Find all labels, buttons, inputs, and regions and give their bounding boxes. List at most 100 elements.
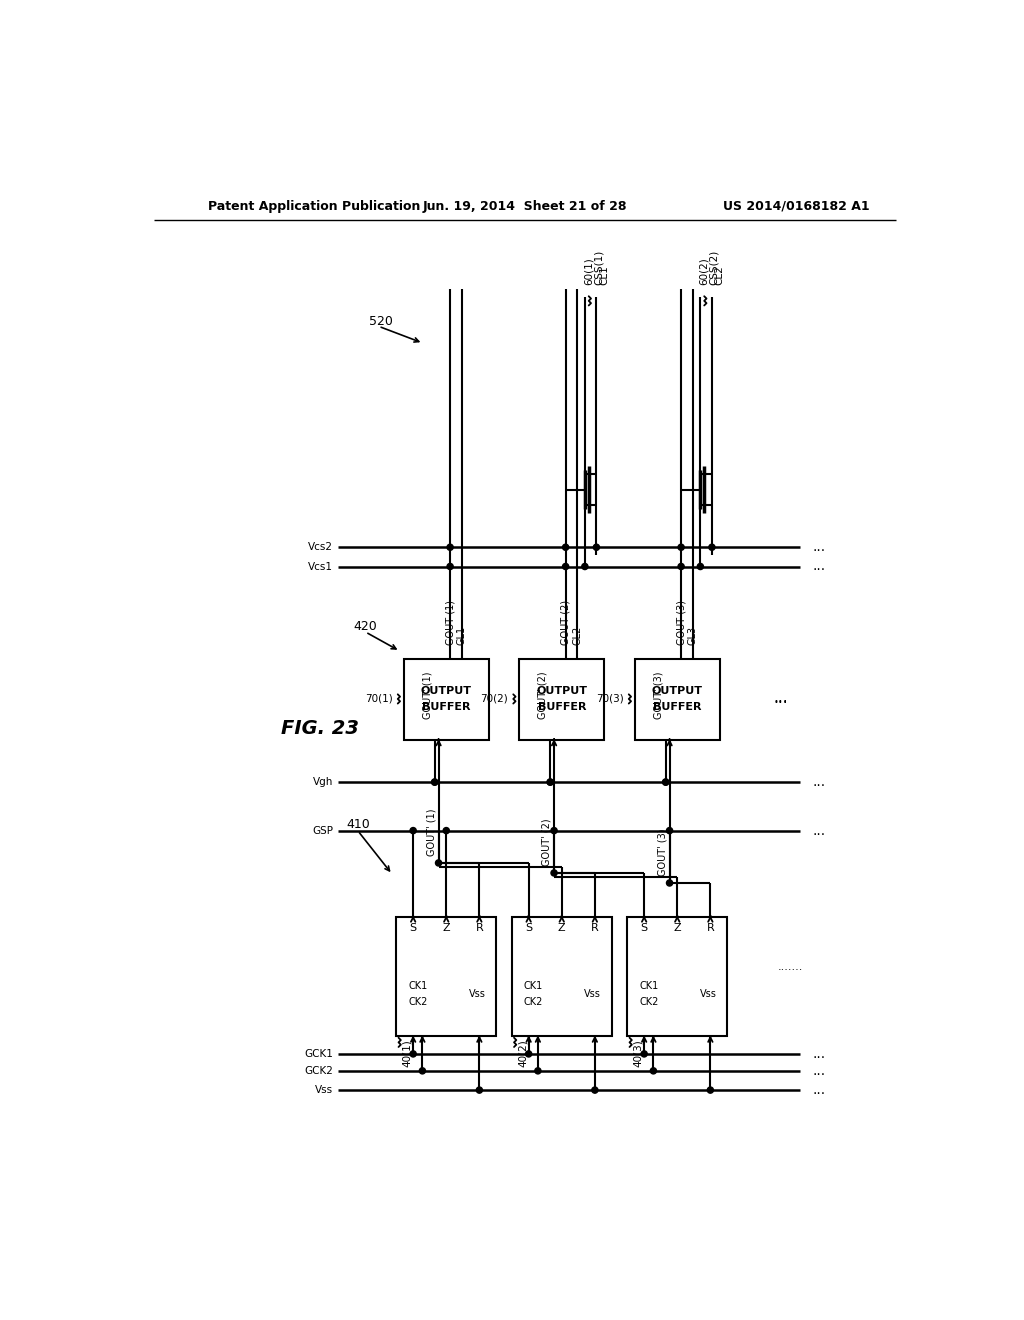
Text: S: S: [641, 923, 648, 933]
Circle shape: [447, 544, 454, 550]
Text: Vcs1: Vcs1: [308, 561, 333, 572]
Text: BUFFER: BUFFER: [653, 702, 701, 711]
Text: GOUT' (1): GOUT' (1): [423, 672, 432, 719]
Circle shape: [650, 1068, 656, 1074]
Text: R: R: [475, 923, 483, 933]
Text: ...: ...: [812, 1047, 825, 1061]
Text: GL1: GL1: [457, 626, 467, 645]
Text: CK2: CK2: [639, 997, 658, 1007]
Text: Vcs2: Vcs2: [308, 543, 333, 552]
Text: ...: ...: [812, 824, 825, 838]
Bar: [512, 917, 611, 1036]
Bar: [628, 917, 727, 1036]
Text: CSS(2): CSS(2): [710, 251, 719, 285]
Circle shape: [525, 1051, 531, 1057]
Circle shape: [582, 564, 588, 570]
Circle shape: [562, 564, 568, 570]
Text: OUTPUT: OUTPUT: [651, 686, 702, 696]
Text: Z: Z: [558, 923, 565, 933]
Bar: [635, 659, 720, 739]
Circle shape: [709, 544, 715, 550]
Text: .......: .......: [777, 962, 803, 972]
Text: BUFFER: BUFFER: [422, 702, 470, 711]
Text: Vss: Vss: [315, 1085, 333, 1096]
Text: 70(2): 70(2): [480, 694, 508, 704]
Text: OUTPUT: OUTPUT: [421, 686, 472, 696]
Text: Z: Z: [442, 923, 451, 933]
Circle shape: [547, 779, 553, 785]
Text: CK1: CK1: [523, 981, 543, 991]
Circle shape: [667, 828, 673, 834]
Text: ...: ...: [773, 690, 788, 705]
Text: ...: ...: [812, 775, 825, 789]
Text: CK2: CK2: [409, 997, 427, 1007]
Text: FIG. 23: FIG. 23: [281, 718, 358, 738]
Text: GSP: GSP: [312, 825, 333, 836]
Bar: [403, 659, 488, 739]
Text: OUTPUT: OUTPUT: [537, 686, 587, 696]
Text: ...: ...: [812, 560, 825, 573]
Text: 410: 410: [346, 818, 370, 832]
Circle shape: [551, 870, 557, 876]
Text: GOUT (1): GOUT (1): [445, 601, 455, 645]
Circle shape: [447, 564, 454, 570]
Text: CL1: CL1: [599, 265, 609, 285]
Text: Vgh: Vgh: [312, 777, 333, 787]
Text: CK1: CK1: [639, 981, 658, 991]
Text: 40(2): 40(2): [518, 1039, 527, 1067]
Text: GOUT' (1): GOUT' (1): [426, 808, 436, 855]
Text: 70(3): 70(3): [596, 694, 624, 704]
Text: R: R: [591, 923, 599, 933]
Text: CL2: CL2: [715, 265, 725, 285]
Circle shape: [547, 779, 553, 785]
Circle shape: [419, 1068, 425, 1074]
Circle shape: [476, 1088, 482, 1093]
Bar: [396, 917, 497, 1036]
Circle shape: [432, 779, 438, 785]
Circle shape: [678, 544, 684, 550]
Circle shape: [592, 1088, 598, 1093]
Text: Vss: Vss: [469, 989, 485, 999]
Text: 40(1): 40(1): [402, 1039, 413, 1067]
Text: GOUT' (2): GOUT' (2): [542, 818, 552, 866]
Text: ...: ...: [812, 1064, 825, 1078]
Circle shape: [432, 779, 438, 785]
Text: GOUT' (3): GOUT' (3): [657, 829, 668, 876]
Text: GCK1: GCK1: [304, 1049, 333, 1059]
Text: 60(1): 60(1): [584, 257, 594, 285]
Text: 60(2): 60(2): [699, 257, 710, 285]
Circle shape: [562, 544, 568, 550]
Text: 40(3): 40(3): [634, 1039, 643, 1067]
Text: Z: Z: [674, 923, 681, 933]
Text: ...: ...: [773, 692, 788, 706]
Text: S: S: [410, 923, 417, 933]
Circle shape: [708, 1088, 714, 1093]
Text: ...: ...: [812, 1084, 825, 1097]
Text: US 2014/0168182 A1: US 2014/0168182 A1: [723, 199, 869, 213]
Text: Vss: Vss: [584, 989, 601, 999]
Text: 520: 520: [370, 315, 393, 329]
Text: GOUT' (3): GOUT' (3): [653, 672, 664, 719]
Text: Vss: Vss: [699, 989, 717, 999]
Circle shape: [535, 1068, 541, 1074]
Circle shape: [593, 544, 599, 550]
Circle shape: [410, 1051, 416, 1057]
Circle shape: [663, 779, 669, 785]
Text: Patent Application Publication: Patent Application Publication: [208, 199, 420, 213]
Text: R: R: [707, 923, 715, 933]
Circle shape: [663, 779, 669, 785]
Text: BUFFER: BUFFER: [538, 702, 586, 711]
Text: CSS(1): CSS(1): [594, 251, 604, 285]
Circle shape: [678, 564, 684, 570]
Bar: [519, 659, 604, 739]
Text: CK2: CK2: [523, 997, 543, 1007]
Text: CK1: CK1: [409, 981, 427, 991]
Circle shape: [667, 880, 673, 886]
Circle shape: [443, 828, 450, 834]
Text: GL3: GL3: [688, 626, 697, 645]
Text: 70(1): 70(1): [365, 694, 392, 704]
Text: S: S: [525, 923, 532, 933]
Circle shape: [641, 1051, 647, 1057]
Circle shape: [410, 828, 416, 834]
Text: GOUT (3): GOUT (3): [676, 601, 686, 645]
